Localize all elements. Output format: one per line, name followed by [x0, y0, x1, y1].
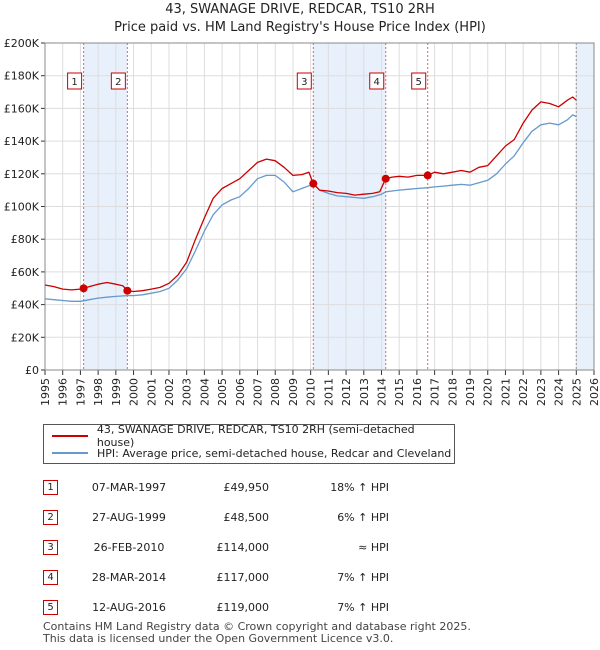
x-tick-label: 2020: [482, 378, 495, 406]
transaction-marker: [309, 179, 318, 188]
row-date: 07-MAR-1997: [91, 480, 167, 494]
row-date: 12-AUG-2016: [92, 600, 166, 614]
x-tick-label: 1998: [92, 378, 105, 406]
x-tick-label: 1996: [57, 378, 70, 406]
row-date: 26-FEB-2010: [93, 540, 165, 554]
x-tick-label: 2002: [163, 378, 176, 406]
x-tick-label: 2017: [429, 378, 442, 406]
x-tick-label: 2008: [269, 378, 282, 406]
transaction-label-box: [411, 72, 427, 90]
x-tick-label: 2019: [464, 378, 477, 406]
x-tick-label: 2011: [322, 378, 335, 406]
row-price: £49,950: [223, 480, 270, 494]
y-tick-label: £40K: [11, 299, 40, 312]
row-price: £117,000: [216, 570, 270, 584]
legend-red-swatch: [52, 435, 88, 437]
row-hpi: 7% ↑ HPI: [337, 570, 389, 584]
x-tick-label: 2013: [358, 378, 371, 406]
x-tick-label: 2007: [252, 378, 265, 406]
y-tick-label: £180K: [4, 70, 40, 83]
transactions-table: 1 07-MAR-1997 £49,950 18% ↑ HPI 2 27-AUG…: [43, 472, 389, 622]
transaction-label-box: [110, 72, 126, 90]
table-row: 2 27-AUG-1999 £48,500 6% ↑ HPI: [43, 502, 389, 532]
row-price: £48,500: [223, 510, 270, 524]
x-tick-label: 1995: [39, 378, 52, 406]
x-tick-label: 1997: [74, 378, 87, 406]
transaction-label-box: [296, 72, 312, 90]
x-tick-label: 1999: [110, 378, 123, 406]
chart-subtitle: Price paid vs. HM Land Registry's House …: [114, 20, 486, 35]
x-tick-label: 2021: [499, 378, 512, 406]
footer-line-2: This data is licensed under the Open Gov…: [43, 632, 394, 645]
transaction-marker: [79, 284, 88, 293]
y-tick-label: £0: [25, 364, 39, 377]
x-tick-label: 2000: [128, 378, 141, 406]
transaction-label: 3: [301, 77, 307, 88]
plot-frame: [44, 42, 595, 371]
y-tick-label: £20K: [11, 331, 40, 344]
x-tick-label: 2004: [198, 378, 211, 406]
y-tick-label: £200K: [4, 37, 40, 50]
legend-item-hpi: HPI: Average price, semi-detached house,…: [52, 445, 451, 461]
y-tick-label: £80K: [11, 233, 40, 246]
y-tick-label: £120K: [4, 168, 40, 181]
price-chart: 1995 1996 1997 1998 1999 2000 2001 2002 2003 2004…: [4, 37, 600, 406]
table-row: 3 26-FEB-2010 £114,000 ≈ HPI: [43, 532, 389, 562]
legend-red-label: 43, SWANAGE DRIVE, REDCAR, TS10 2RH (sem…: [96, 423, 415, 449]
transaction-label-box: [369, 72, 385, 90]
x-tick-label: 2023: [535, 378, 548, 406]
row-price: £119,000: [216, 600, 270, 614]
y-tick-label: £140K: [4, 135, 40, 148]
x-tick-label: 2010: [305, 378, 318, 406]
footer: Contains HM Land Registry data © Crown c…: [43, 621, 471, 645]
transaction-label: 2: [115, 77, 121, 88]
x-tick-label: 2001: [145, 378, 158, 406]
x-tick-label: 2022: [517, 378, 530, 406]
x-tick-label: 2003: [181, 378, 194, 406]
x-tick-label: 2009: [287, 378, 300, 406]
x-tick-label: 2024: [553, 378, 566, 406]
row-badge: 2: [43, 509, 58, 525]
x-tick-label: 2026: [588, 378, 600, 406]
row-hpi: 18% ↑ HPI: [330, 480, 389, 494]
x-tick-label: 2015: [393, 378, 406, 406]
table-row: 4 28-MAR-2014 £117,000 7% ↑ HPI: [43, 562, 389, 592]
y-tick-label: £160K: [4, 102, 40, 115]
table-row: 5 12-AUG-2016 £119,000 7% ↑ HPI: [43, 592, 389, 622]
legend-blue-swatch: [52, 452, 88, 454]
transaction-label: 4: [374, 77, 380, 88]
y-tick-label: £100K: [4, 201, 40, 214]
transaction-marker: [423, 171, 432, 180]
x-tick-label: 2016: [411, 378, 424, 406]
footer-line-1: Contains HM Land Registry data © Crown c…: [43, 620, 471, 633]
table-row: 1 07-MAR-1997 £49,950 18% ↑ HPI: [43, 472, 389, 502]
row-badge: 5: [43, 599, 58, 615]
row-date: 28-MAR-2014: [91, 570, 167, 584]
transaction-marker: [381, 174, 390, 183]
x-tick-label: 2005: [216, 378, 229, 406]
row-badge: 4: [43, 569, 58, 585]
x-tick-label: 2014: [375, 378, 388, 406]
row-hpi: 6% ↑ HPI: [337, 510, 389, 524]
row-date: 27-AUG-1999: [92, 510, 166, 524]
row-badge: 3: [43, 539, 58, 555]
row-price: £114,000: [216, 540, 270, 554]
legend: 43, SWANAGE DRIVE, REDCAR, TS10 2RH (sem…: [43, 423, 455, 464]
y-tick-label: £60K: [11, 266, 40, 279]
chart-title: 43, SWANAGE DRIVE, REDCAR, TS10 2RH: [165, 2, 435, 17]
x-tick-label: 2012: [340, 378, 353, 406]
row-badge: 1: [43, 479, 58, 495]
x-tick-label: 2006: [234, 378, 247, 406]
legend-blue-label: HPI: Average price, semi-detached house,…: [97, 446, 452, 460]
row-hpi: 7% ↑ HPI: [337, 600, 389, 614]
transaction-label-box: [67, 72, 83, 90]
transaction-label: 5: [416, 77, 422, 88]
row-hpi: ≈ HPI: [358, 540, 389, 554]
transaction-label: 1: [71, 77, 77, 88]
x-tick-label: 2025: [570, 378, 583, 406]
legend-item-property: 43, SWANAGE DRIVE, REDCAR, TS10 2RH (sem…: [52, 423, 454, 449]
transaction-marker: [123, 286, 132, 295]
x-tick-label: 2018: [446, 378, 459, 406]
